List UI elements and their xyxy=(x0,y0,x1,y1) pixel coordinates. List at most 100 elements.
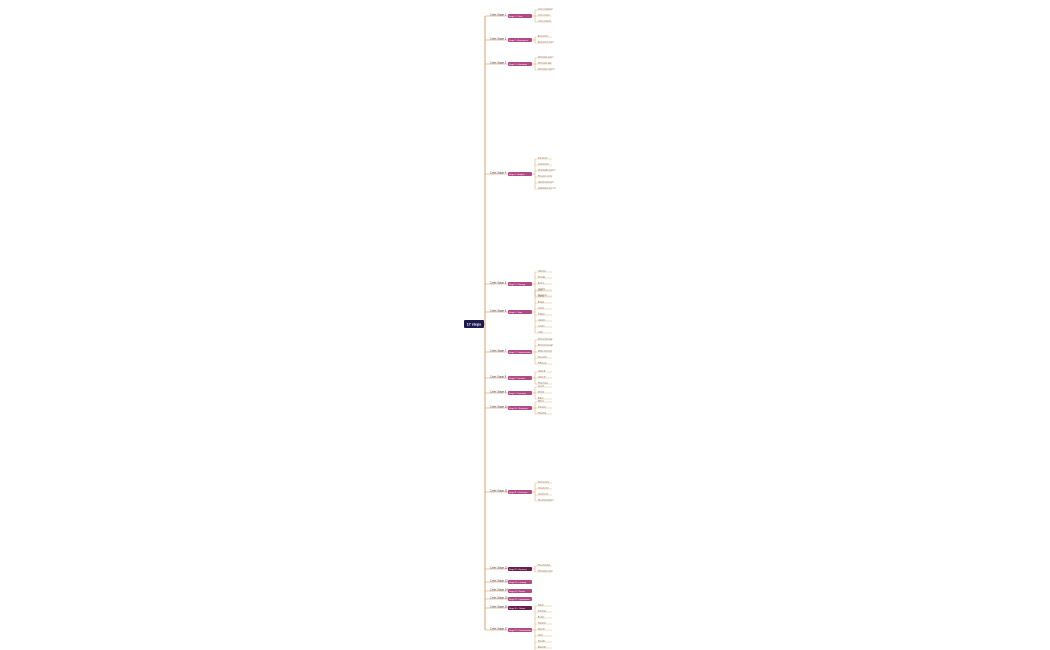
child-node-label[interactable]: Timeline xyxy=(538,289,545,291)
child-node-label[interactable]: Assessment xyxy=(538,35,549,38)
child-node-label[interactable]: Indicators xyxy=(538,406,546,409)
child-node-label[interactable]: Appendix xyxy=(538,646,546,649)
child-node-label[interactable]: Option A xyxy=(538,370,546,373)
child-node-label[interactable]: Notes xyxy=(538,634,543,637)
stage-node-label: Stage 8 – Decision xyxy=(509,377,525,380)
child-node-label[interactable]: Actions xyxy=(538,282,544,285)
child-node-label[interactable]: Option B xyxy=(538,376,546,379)
child-node-label[interactable]: Logistics xyxy=(538,319,545,322)
child-node-label[interactable]: Restoration steps xyxy=(538,570,553,573)
child-node-label[interactable]: Analyst xyxy=(538,301,545,304)
child-node-label[interactable]: Liaison xyxy=(538,308,544,310)
stage-node-box xyxy=(508,38,532,42)
child-node-label[interactable]: Outcome list xyxy=(538,487,549,490)
stage-node-label: Stage 13 – Learning xyxy=(509,581,526,584)
child-node-label[interactable]: Deputy xyxy=(538,295,544,298)
child-node-label[interactable]: Objective xyxy=(538,270,546,273)
stage-node-box xyxy=(508,172,532,176)
child-node-label[interactable]: Assessment scope xyxy=(538,41,554,44)
child-node-label[interactable]: Deployment structure xyxy=(538,187,556,190)
child-node-label[interactable]: Report xyxy=(538,604,544,607)
stage-node-box xyxy=(508,14,532,18)
child-node-label[interactable]: Records xyxy=(538,640,545,643)
child-node-label[interactable]: Support xyxy=(538,313,545,316)
child-node-label[interactable]: Reporting xyxy=(538,412,546,415)
child-node-label[interactable]: Lead xyxy=(538,290,542,292)
child-node-label[interactable]: Key factors xyxy=(538,157,548,160)
stage-node-label: Stage 4 – Analysis xyxy=(509,173,525,176)
child-node-label[interactable]: Information channel xyxy=(538,68,555,71)
stage-node-label: Stage 15 – Improvement xyxy=(509,598,530,601)
child-node-label[interactable]: Archive xyxy=(538,616,544,619)
stage-label: Crisis Stage 7 xyxy=(490,348,507,352)
child-node-label[interactable]: Critical items xyxy=(538,163,549,166)
child-node-label[interactable]: Summary xyxy=(538,610,546,613)
stage-label: Crisis Stage 5 xyxy=(490,280,507,284)
child-node-label[interactable]: Handover xyxy=(538,622,547,625)
child-node-label[interactable]: External message xyxy=(538,344,553,347)
child-node-label[interactable]: Legal xyxy=(538,332,543,334)
child-node-label[interactable]: Recovery plan xyxy=(538,564,550,567)
child-node-label[interactable]: Sign-off xyxy=(538,629,545,631)
child-node-label[interactable]: Crisis component xyxy=(538,8,553,11)
child-node-label[interactable]: Lessons list xyxy=(538,493,548,496)
child-node-label[interactable]: Stakeholder analysis xyxy=(538,169,556,172)
child-node-label[interactable]: Information source xyxy=(538,56,554,59)
stage-label: Crisis Stage 1 xyxy=(490,12,507,16)
stage-node-box xyxy=(508,62,532,66)
child-node-label[interactable]: Crisis context xyxy=(538,14,550,17)
stage-label: Crisis Stage 6 xyxy=(490,308,507,312)
child-node-label[interactable]: Key points xyxy=(538,356,547,359)
stage-label: Crisis Stage 15 xyxy=(490,595,508,599)
child-node-label[interactable]: Internal message xyxy=(538,338,553,341)
stage-node-label: Stage 9 – Execution xyxy=(509,392,526,395)
child-node-label[interactable]: Follow-up xyxy=(538,363,546,365)
child-node-label[interactable]: Resources xyxy=(538,294,547,297)
stage-node-box xyxy=(508,589,532,593)
root-node[interactable]: 17 steps xyxy=(464,320,484,328)
child-node-label[interactable]: Adjust xyxy=(538,397,544,400)
child-node-label[interactable]: Comms xyxy=(538,326,545,328)
child-node-label[interactable]: Monitor xyxy=(538,391,545,394)
stage-label: Crisis Stage 16 xyxy=(490,604,508,608)
stage-label: Crisis Stage 14 xyxy=(490,587,508,591)
stage-node-box xyxy=(508,567,532,571)
child-node-label[interactable]: Strategy xyxy=(538,276,545,279)
child-node-label[interactable]: Media statement xyxy=(538,350,552,353)
child-node-label[interactable]: Final choice xyxy=(538,383,548,385)
child-node-label[interactable]: Information type xyxy=(538,62,552,65)
stage-label: Crisis Stage 2 xyxy=(490,36,507,40)
stage-node-label: Stage 7 – Communication xyxy=(509,351,531,354)
child-node-label[interactable]: Operational factors xyxy=(538,181,554,184)
child-node-label[interactable]: Launch xyxy=(538,386,544,388)
stage-label: Crisis Stage 8 xyxy=(490,374,507,378)
child-node-label[interactable]: Review items xyxy=(538,481,549,484)
stage-node-label: Stage 6 – Team xyxy=(509,311,523,314)
stage-node-box xyxy=(508,350,532,354)
child-node-label[interactable]: Recommendations xyxy=(538,499,554,502)
stage-label: Crisis Stage 12 xyxy=(490,565,508,569)
stage-node-label: Stage 10 – Monitoring xyxy=(509,407,528,410)
child-node-label[interactable]: Resource review xyxy=(538,175,553,178)
child-node-label[interactable]: Crisis response xyxy=(538,20,551,23)
child-node-label[interactable]: Metrics xyxy=(538,400,544,403)
stage-node-label: Stage 1 – Crisis xyxy=(509,15,522,18)
